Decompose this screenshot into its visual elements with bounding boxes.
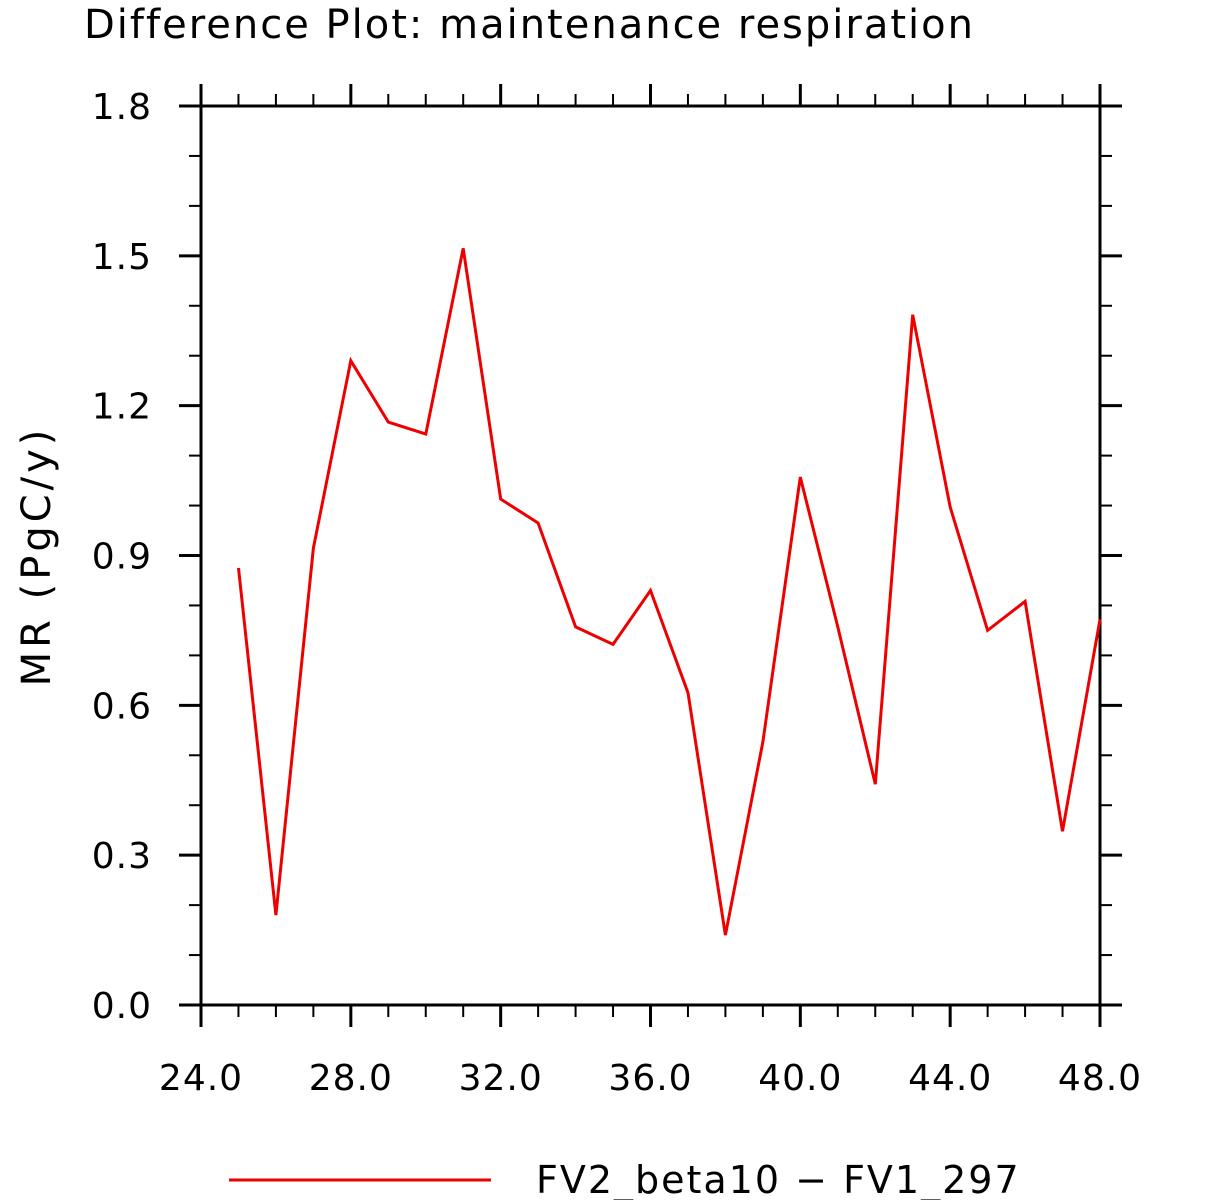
x-tick-label: 40.0: [758, 1058, 842, 1099]
legend: FV2_beta10 − FV1_297: [229, 1158, 1021, 1200]
series-line-0: [237, 248, 1102, 936]
x-tick-label: 24.0: [159, 1058, 243, 1099]
x-tick-label: 36.0: [608, 1058, 692, 1099]
axis-ticks: [179, 84, 1122, 1027]
y-tick-label: 1.2: [92, 387, 152, 428]
y-tick-label: 1.8: [92, 87, 152, 128]
y-axis-label: MR (PgC/y): [14, 426, 60, 687]
x-tick-label: 48.0: [1058, 1058, 1142, 1099]
y-tick-label: 0.6: [92, 686, 152, 727]
y-tick-label: 0.3: [92, 836, 152, 877]
y-tick-label: 0.0: [92, 986, 152, 1027]
legend-label: FV2_beta10 − FV1_297: [536, 1158, 1021, 1200]
y-tick-label: 0.9: [92, 537, 152, 578]
x-tick-label: 44.0: [908, 1058, 992, 1099]
x-tick-label: 28.0: [309, 1058, 393, 1099]
series-layer: [237, 248, 1102, 936]
x-tick-label: 32.0: [459, 1058, 543, 1099]
tick-labels: 24.0 28.0 32.0 36.0 40.0 44.0 48.0 0.0 0.3 0.6 0.9…: [92, 87, 1142, 1099]
y-tick-label: 1.5: [92, 237, 152, 278]
chart-title: Difference Plot: maintenance respiration: [84, 2, 975, 48]
